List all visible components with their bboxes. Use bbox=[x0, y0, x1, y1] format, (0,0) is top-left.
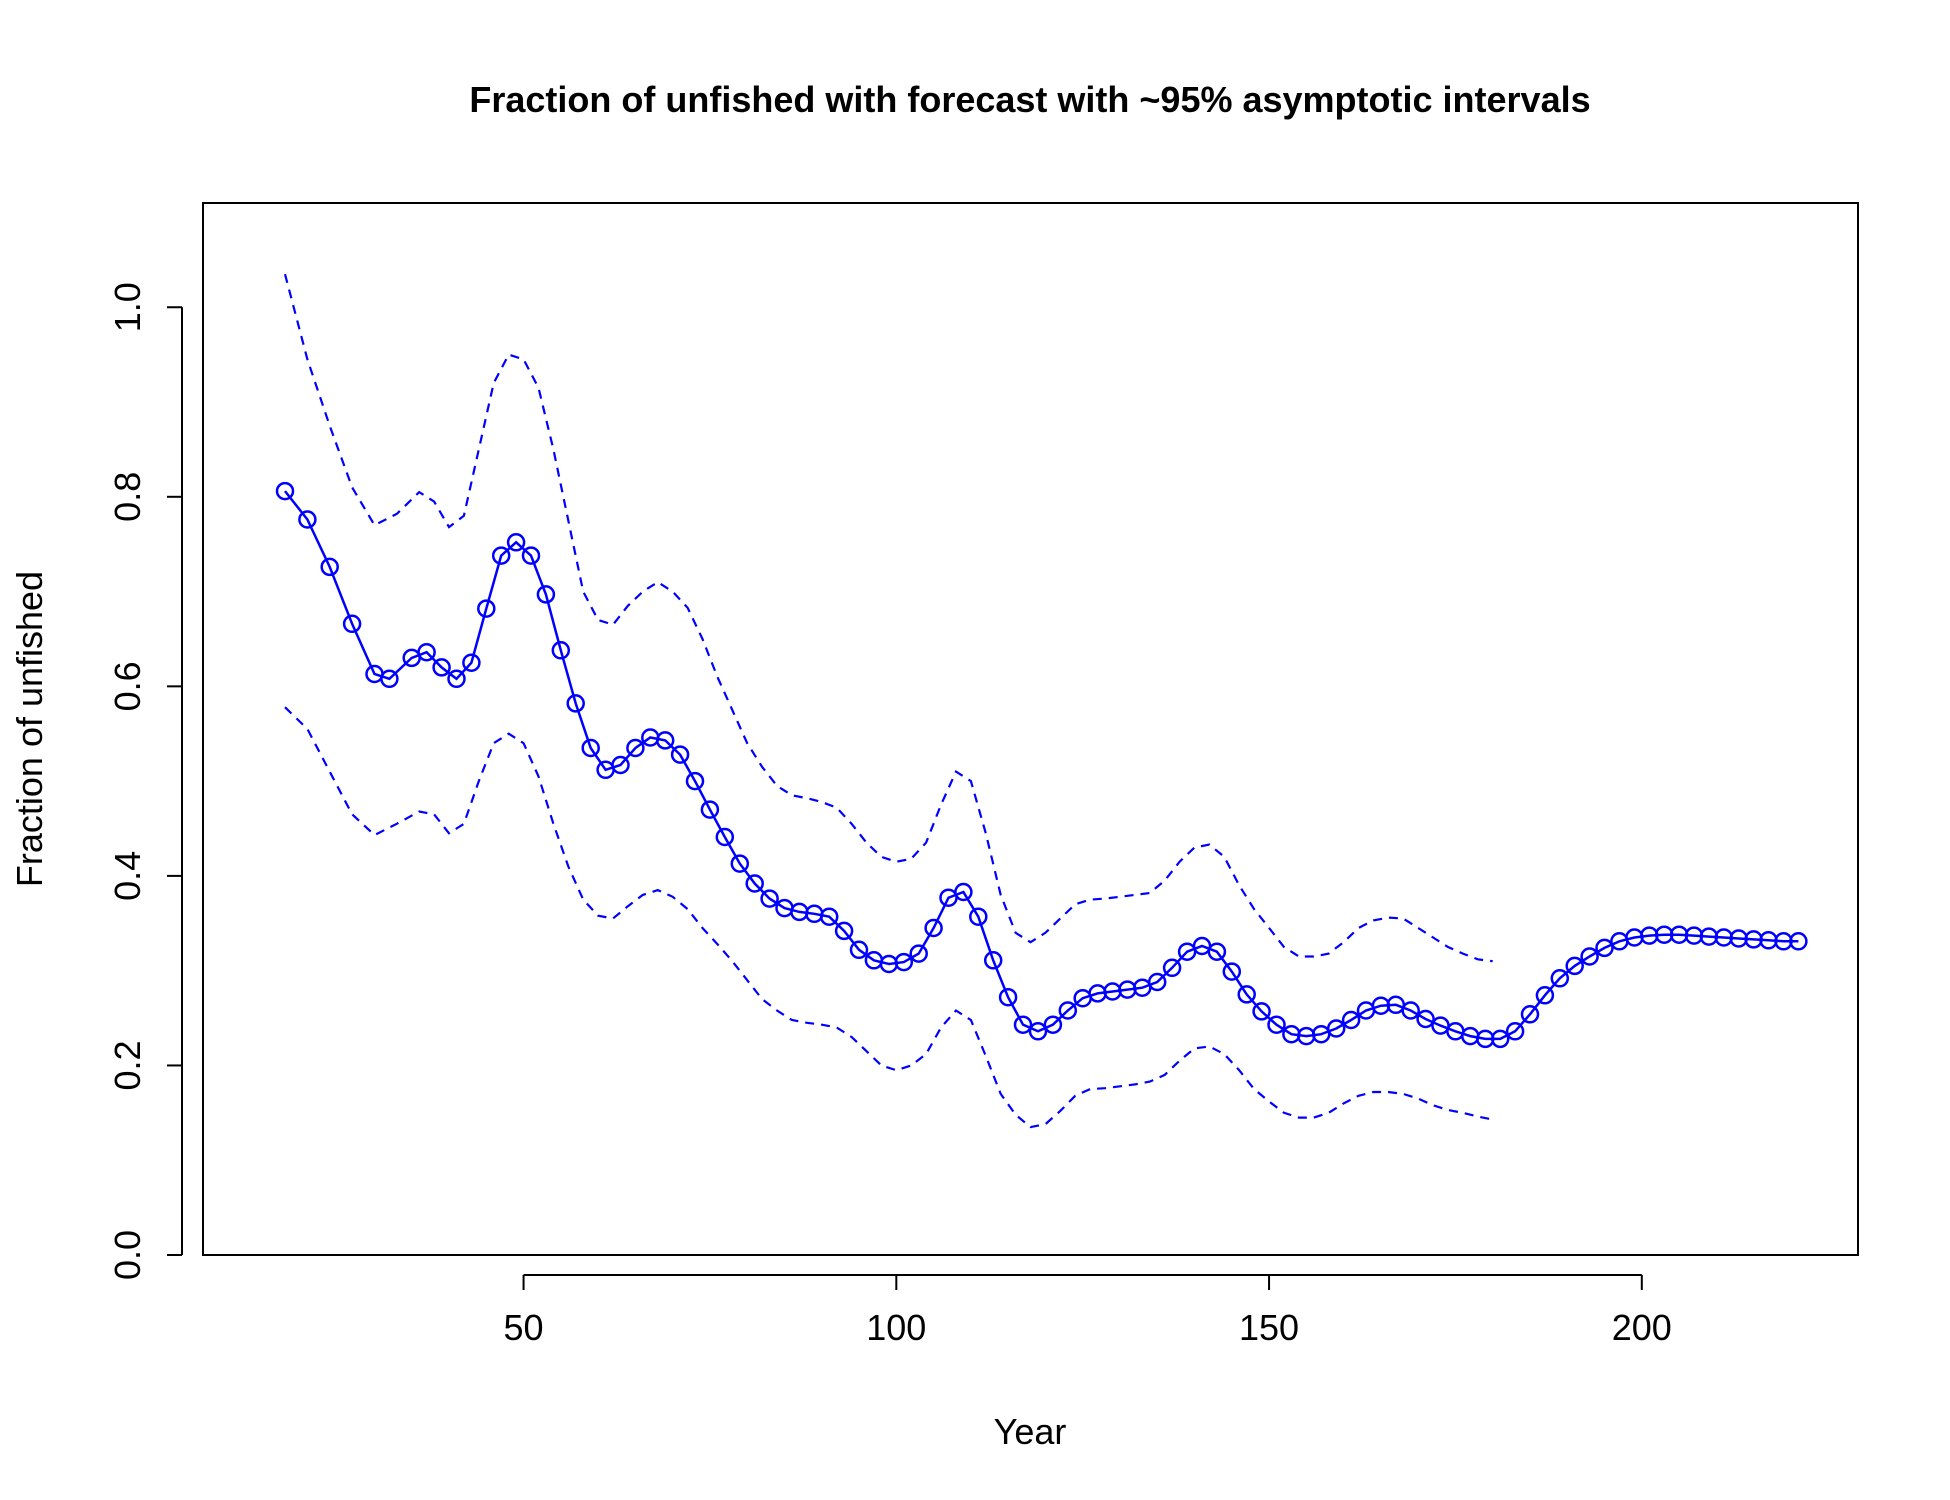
estimate-point bbox=[685, 771, 705, 791]
estimate-point bbox=[1207, 942, 1227, 961]
estimate-point bbox=[275, 481, 295, 501]
estimate-point bbox=[462, 653, 481, 672]
estimate-point bbox=[1043, 1015, 1063, 1034]
estimate-line bbox=[284, 490, 1799, 1041]
estimate-point bbox=[320, 557, 339, 577]
estimate-point bbox=[551, 641, 571, 660]
estimate-point bbox=[1416, 1009, 1435, 1029]
estimate-point bbox=[730, 854, 750, 873]
y-axis: 0.0 0.2 0.4 0.6 0.8 1.0 bbox=[107, 282, 183, 1280]
plot-area bbox=[275, 273, 1808, 1129]
y-tick-label: 0.4 bbox=[107, 851, 148, 901]
y-tick-label: 0.2 bbox=[107, 1040, 148, 1090]
estimate-point bbox=[849, 940, 869, 960]
x-tick-label: 200 bbox=[1612, 1307, 1672, 1348]
estimate-point bbox=[491, 546, 511, 565]
estimate-point bbox=[924, 918, 943, 938]
estimate-point bbox=[626, 738, 645, 758]
estimate-point bbox=[909, 944, 928, 963]
estimate-point bbox=[998, 987, 1018, 1007]
estimate-point bbox=[1401, 1001, 1420, 1020]
y-tick-label: 0.0 bbox=[107, 1230, 148, 1280]
estimate-point bbox=[417, 642, 436, 662]
estimate-point bbox=[1326, 1019, 1346, 1038]
estimate-point bbox=[298, 510, 317, 529]
interval-line-lower-95 bbox=[284, 706, 1493, 1129]
estimate-point bbox=[566, 694, 585, 713]
y-tick-label: 1.0 bbox=[107, 282, 148, 332]
plot-frame bbox=[202, 202, 1859, 1256]
estimate-point bbox=[1058, 1001, 1078, 1020]
estimate-point bbox=[1341, 1010, 1361, 1030]
x-axis: 50 100 150 200 bbox=[504, 1274, 1672, 1348]
estimate-point bbox=[1490, 1029, 1510, 1049]
estimate-point bbox=[1013, 1015, 1033, 1034]
estimate-point bbox=[342, 614, 362, 634]
chart-title: Fraction of unfished with forecast with … bbox=[469, 79, 1590, 120]
estimate-point bbox=[432, 658, 451, 677]
y-tick-label: 0.6 bbox=[107, 661, 148, 711]
estimate-point bbox=[506, 533, 526, 552]
estimate-point bbox=[521, 546, 541, 565]
estimate-point bbox=[745, 874, 764, 893]
estimate-point bbox=[1237, 985, 1256, 1004]
estimate-point bbox=[969, 907, 988, 926]
estimate-point bbox=[1505, 1022, 1525, 1041]
interval-line-upper-95 bbox=[283, 273, 1493, 963]
estimate-point bbox=[611, 755, 630, 775]
x-tick-label: 150 bbox=[1239, 1307, 1299, 1348]
estimate-point bbox=[536, 585, 556, 604]
estimate-point bbox=[447, 669, 466, 689]
x-tick-label: 100 bbox=[866, 1307, 926, 1348]
estimate-point bbox=[1595, 938, 1614, 958]
x-axis-label: Year bbox=[994, 1411, 1067, 1452]
estimate-point bbox=[380, 669, 399, 689]
estimate-point bbox=[1535, 986, 1555, 1005]
estimate-point bbox=[1789, 932, 1808, 951]
estimate-point bbox=[655, 731, 675, 750]
estimate-point bbox=[670, 745, 690, 764]
estimate-point bbox=[477, 599, 496, 618]
estimate-point bbox=[834, 921, 854, 941]
estimate-point bbox=[581, 738, 600, 758]
estimate-point bbox=[1267, 1015, 1286, 1034]
estimate-point bbox=[1028, 1022, 1048, 1041]
estimate-point bbox=[819, 907, 839, 926]
estimate-point bbox=[1162, 958, 1182, 978]
estimate-point bbox=[954, 882, 973, 902]
estimate-point bbox=[1580, 947, 1599, 966]
x-tick-label: 50 bbox=[504, 1307, 544, 1348]
estimate-point bbox=[1222, 962, 1242, 981]
y-axis-label: Fraction of unfished bbox=[9, 571, 50, 887]
estimate-point bbox=[894, 952, 914, 972]
y-tick-label: 0.8 bbox=[107, 472, 148, 522]
estimate-point bbox=[983, 951, 1003, 970]
estimate-point bbox=[1550, 969, 1570, 988]
estimate-point bbox=[700, 800, 720, 819]
estimate-point bbox=[1565, 956, 1584, 976]
estimate-point bbox=[1252, 1002, 1271, 1021]
estimate-point bbox=[715, 827, 735, 847]
estimate-point bbox=[1520, 1005, 1540, 1024]
estimate-point bbox=[760, 889, 779, 908]
estimate-point bbox=[1147, 972, 1167, 992]
